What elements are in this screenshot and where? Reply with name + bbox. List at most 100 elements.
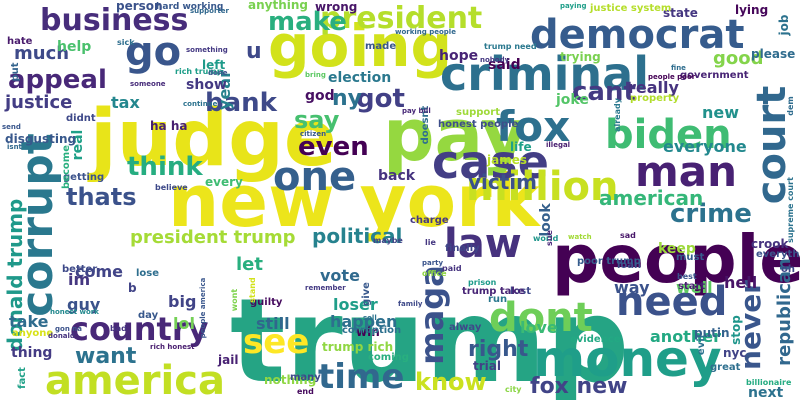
word: finally [445,243,480,254]
word: new [702,103,739,122]
word: think [127,152,203,182]
word: million [466,164,618,210]
word: cant [572,77,636,107]
word: maga [413,265,451,364]
word: god [305,88,335,104]
word: done [208,69,228,77]
word: even [298,132,369,162]
word: please [751,47,795,61]
word: must [676,252,704,263]
word: day [138,310,159,321]
word: say [294,106,340,134]
word: hell [724,273,757,292]
word: election [328,70,391,86]
word: many [290,372,321,383]
word: money [533,330,722,388]
word: lol [173,314,195,333]
word: pay bill [402,107,431,115]
word: become [61,145,72,189]
word: illegal [546,141,570,149]
word: know [415,368,487,396]
word: joke [555,92,589,108]
word: thats [66,183,137,211]
word: lost [510,286,531,297]
word: great [710,362,741,373]
word: jail [217,353,238,367]
word: believe [155,183,188,192]
word: start [678,281,705,292]
word: getting [63,172,104,183]
word: lie [425,238,436,247]
word: hate [7,36,33,47]
word: stand [248,277,257,303]
word: come [75,262,123,281]
word: new york [168,159,542,243]
word: sad [620,231,636,240]
word: continue [183,100,218,108]
word: state [663,6,698,20]
word: stop [729,315,743,345]
word: oh [781,264,795,275]
word: real [70,130,86,161]
word: trump need [484,42,537,51]
word: loan [617,260,641,271]
word: criminal [440,47,649,101]
word: way [614,278,650,297]
word: hard working [156,2,223,12]
word: man [635,147,737,196]
word: anything [248,0,308,12]
word: said [488,57,521,73]
word: everything [756,249,800,260]
word: business [40,3,188,38]
word: citizen [300,130,326,138]
word: fine [671,64,686,72]
word: put [10,62,21,81]
word: paid [442,264,462,273]
word: billionaire [746,378,792,387]
word: make [268,7,347,37]
word: case [432,135,549,189]
word: corruption [342,325,401,336]
word: ha ha [150,119,187,133]
word: city [505,385,522,394]
word: nobody [480,56,510,64]
word: james [486,153,527,167]
word: hope [439,48,478,64]
word: working people [395,28,456,36]
word: democrat [530,12,744,58]
word: guilty [250,297,283,308]
word: trump take [462,286,525,297]
word: donald trump [3,199,27,352]
word: crime [670,199,752,229]
word: support [456,107,500,118]
word: lose [136,268,159,279]
word: good [713,48,764,69]
word: corrupt [12,133,63,317]
word: dont [489,295,593,341]
word: happen [330,312,397,331]
word: keep [658,241,696,257]
word: crook [751,237,790,251]
word: rich trump [175,67,223,76]
word: nyc [723,346,746,360]
word: law [444,221,522,267]
word: b [128,281,137,295]
word: year [215,70,234,110]
word: every [205,175,243,189]
word: end [297,387,314,396]
word: prison [468,278,497,287]
word: better [62,264,97,275]
word: never [734,280,767,370]
word: evidence [570,334,621,345]
word: win [356,325,380,339]
word: left [202,58,225,72]
word: really [628,78,680,97]
word: back [378,168,416,184]
word: people [552,221,800,298]
word: dem [786,96,795,116]
word: someone [130,80,166,88]
word: another [650,327,721,346]
word: doesnt [420,105,431,144]
word: rich honest [150,343,195,351]
